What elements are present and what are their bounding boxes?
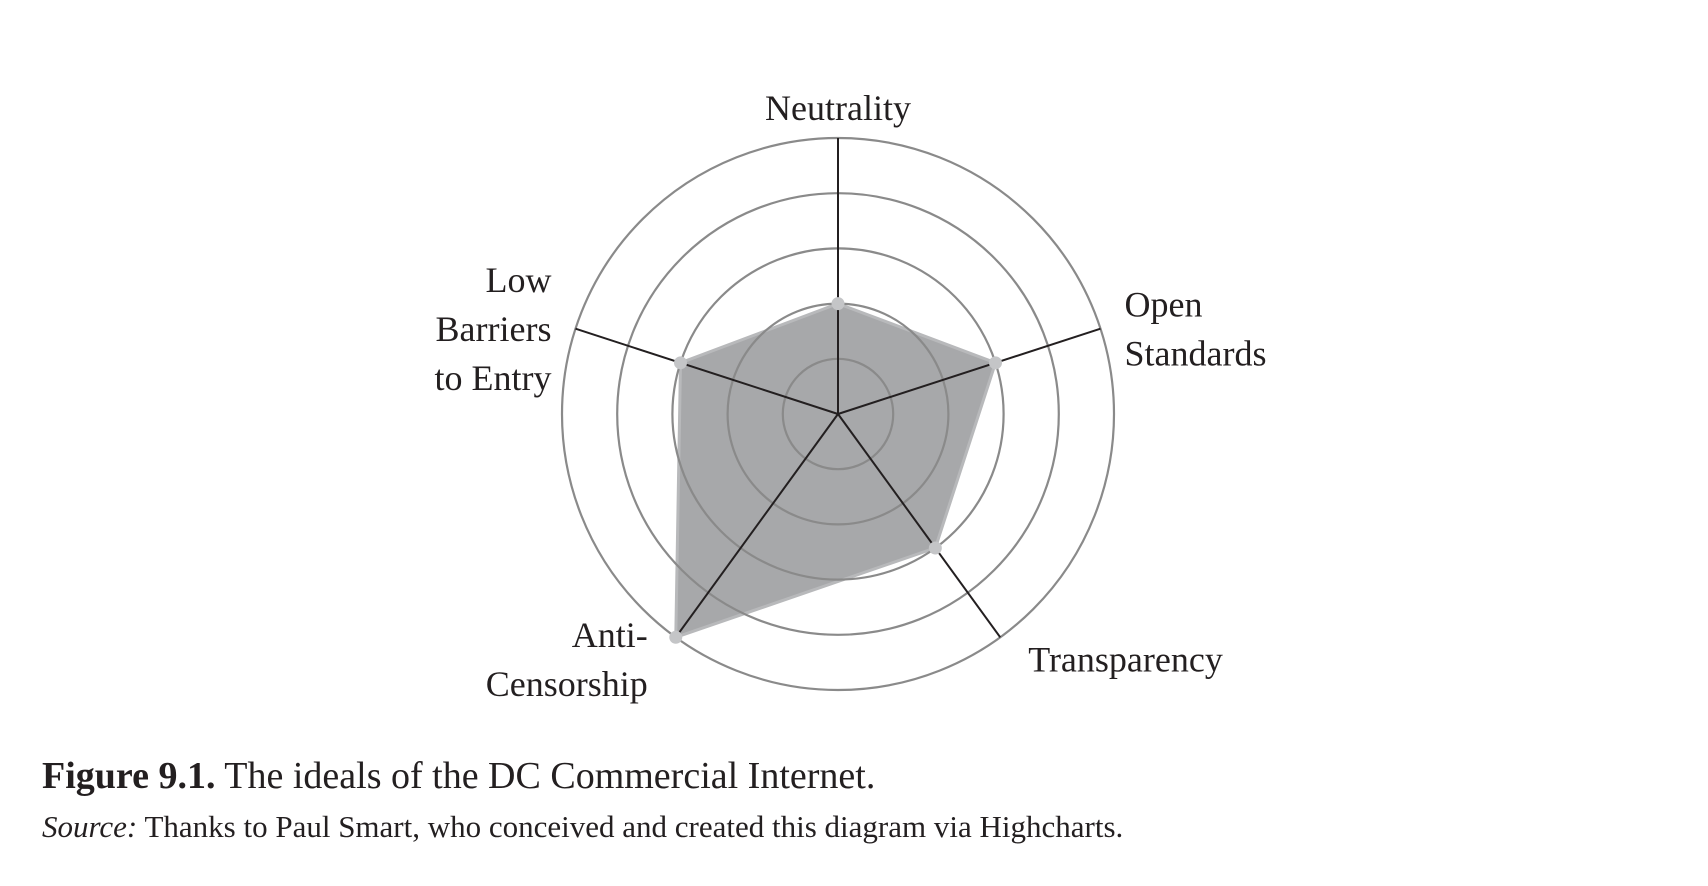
axis-label-2: Transparency [1028,639,1223,679]
axis-spoke-4 [575,327,839,415]
figure-caption-text: The ideals of the DC Commercial Internet… [215,755,876,797]
data-point-3 [669,630,683,644]
axis-label-3: Anti- Censorship [486,615,648,704]
data-point-0 [831,297,845,311]
data-point-4 [674,356,688,370]
axis-spoke-3 [674,413,839,638]
data-point-1 [988,356,1002,370]
axis-spoke-2 [837,413,1002,638]
axis-label-line: Open [1124,284,1202,324]
axis-label-line: Transparency [1028,639,1223,679]
axis-label-line: Censorship [486,664,648,704]
axis-label-0: Neutrality [765,88,911,128]
series-area [674,301,998,640]
axis-label-line: Neutrality [765,88,911,128]
axis-label-line: Anti- [572,615,648,655]
figure-source: Source: Thanks to Paul Smart, who concei… [42,808,1642,846]
axis-label-line: Barriers [436,309,552,349]
figure-caption: Figure 9.1. The ideals of the DC Commerc… [42,754,1642,798]
axis-label-line: Low [486,260,552,300]
radar-chart-svg: Neutrality Open Standards Transparency Anti-… [435,88,1267,704]
axis-label-4: Low Barriers to Entry [435,260,552,398]
figure-number: Figure 9.1. [42,755,216,797]
axis-spoke-1 [837,327,1101,415]
radar-chart: Neutrality Open Standards Transparency Anti-… [435,88,1267,704]
source-label: Source: [42,809,138,844]
axis-label-line: Standards [1124,333,1266,373]
axis-label-line: to Entry [435,358,552,398]
axis-label-1: Open Standards [1124,284,1266,373]
source-text: Thanks to Paul Smart, who conceived and … [137,809,1124,844]
data-point-2 [928,541,942,555]
